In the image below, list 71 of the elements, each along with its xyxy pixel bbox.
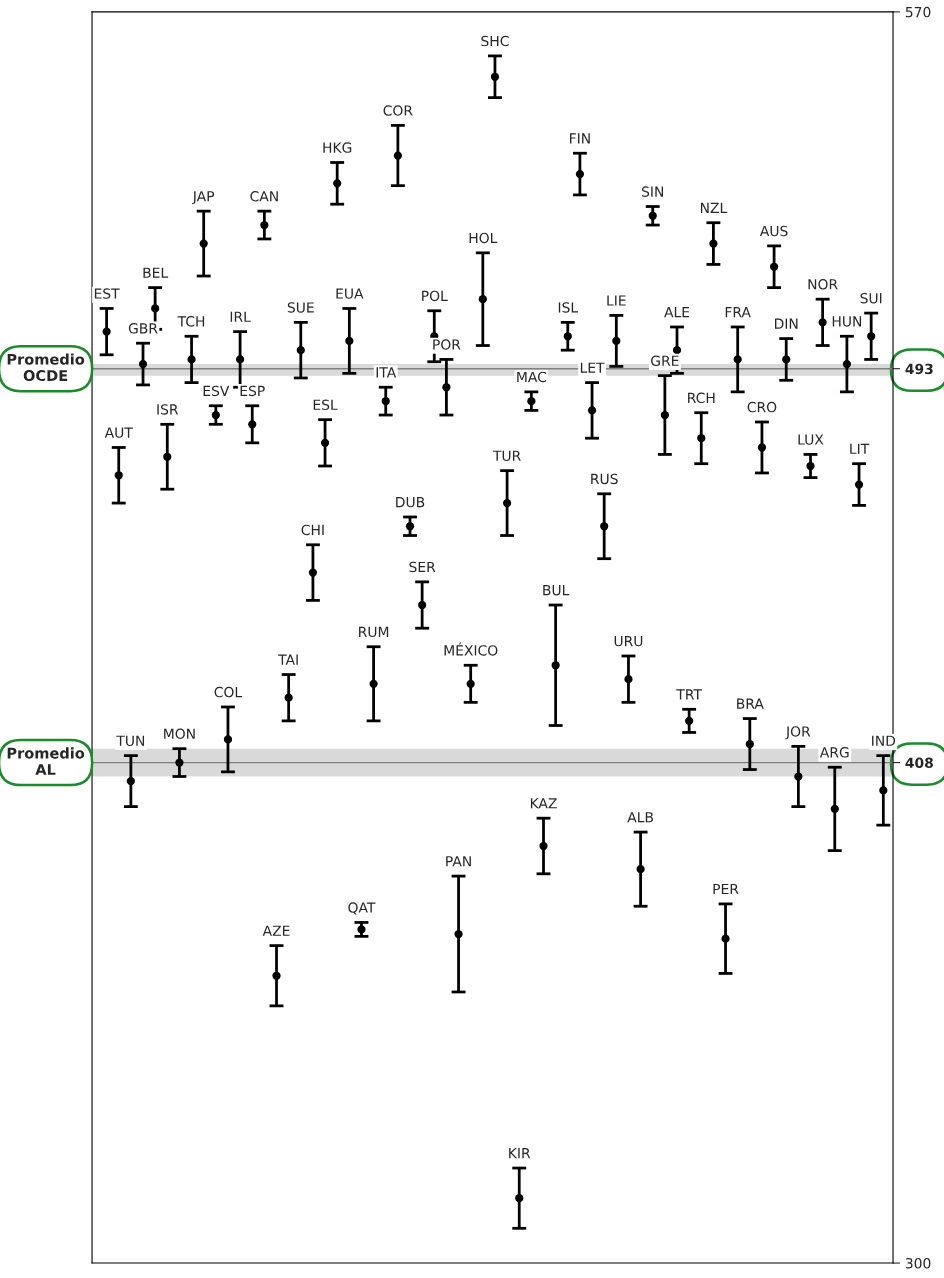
x-tick-label: IRL [230,311,251,322]
x-tick-label: CHI [301,524,324,536]
x-tick-label: ALE [664,307,690,318]
x-tick-label: LIE [607,295,626,306]
x-tick-label: CAN [250,191,278,202]
x-tick-label: DIN [775,318,798,329]
x-tick-label: EUA [336,288,364,299]
x-tick-label: SUE [287,302,314,313]
x-tick-label: AZE [262,925,290,936]
x-tick-label: SHC [481,35,509,47]
x-tick-label: URU [614,636,643,647]
x-tick-label: JOR [785,726,811,740]
x-tick-label: MON [164,728,195,740]
x-tick-label: TUR [492,450,521,462]
x-tick-label: HKG [323,142,352,153]
x-tick-label: HOL [469,232,498,244]
x-tick-label: KIR [509,1148,531,1159]
x-tick-label: IND [872,735,896,746]
x-tick-label: TUN [116,735,145,746]
x-tick-label: LET [580,362,605,373]
x-tick-label: ESV [203,385,230,397]
x-tick-label: TRT [676,689,702,700]
x-tick-label: HUN [832,316,862,327]
x-tick-label: RUM [359,626,389,638]
x-tick-label: TAI [278,654,298,665]
x-tick-label: AUS [759,225,788,237]
x-tick-label: RUS [591,473,618,485]
x-tick-label: SUI [860,292,882,304]
x-tick-label: FRA [725,307,751,318]
x-tick-label: EST [94,288,120,299]
x-tick-label: FIN [570,133,590,144]
x-tick-label: TCH [177,316,205,327]
x-tick-label: PAN [446,856,471,867]
x-tick-label: MAC [517,371,547,383]
x-tick-label: BRA [737,698,764,709]
x-tick-label: LUX [798,434,824,445]
y-tick-label: 408 [905,757,933,769]
x-tick-label: POR [433,339,461,350]
x-tick-label: SIN [641,186,664,197]
x-tick-label: AUT [104,427,133,438]
ref-line-label: Promedio AL [7,747,85,775]
ref-line-label: Promedio OCDE [7,353,85,382]
x-tick-label: NZL [700,202,728,213]
x-tick-label: QAT [348,902,376,915]
x-tick-label: COR [383,105,413,116]
x-tick-label: ISL [558,302,579,313]
x-tick-label: KAZ [530,798,557,809]
x-tick-label: MÉXICO [444,642,498,656]
x-tick-label: ESP [240,385,265,397]
x-tick-label: POL [422,290,448,302]
x-tick-label: GRE [651,355,679,367]
x-tick-label: NOR [808,279,838,290]
x-tick-label: LIT [850,443,870,454]
x-tick-label: SER [409,561,436,573]
x-tick-label: ISR [157,404,179,415]
x-tick-label: BUL [543,585,570,596]
y-tick-label: 570 [905,6,931,18]
y-tick-label: 300 [905,1258,931,1269]
x-tick-label: ITA [376,367,397,378]
x-tick-label: BEL [143,267,169,278]
x-tick-label: PER [713,883,739,895]
x-tick-label: ALB [627,812,653,823]
x-tick-label: JAP [192,191,215,205]
x-tick-label: ESL [313,399,338,411]
x-tick-label: RCH [688,392,715,404]
x-tick-label: DUB [396,497,425,508]
x-tick-label: GBR [128,323,158,334]
x-tick-label: CRO [747,401,777,413]
x-tick-label: ARG [819,747,849,758]
x-tick-label: COL [214,686,243,698]
y-tick-label: 493 [905,363,933,375]
